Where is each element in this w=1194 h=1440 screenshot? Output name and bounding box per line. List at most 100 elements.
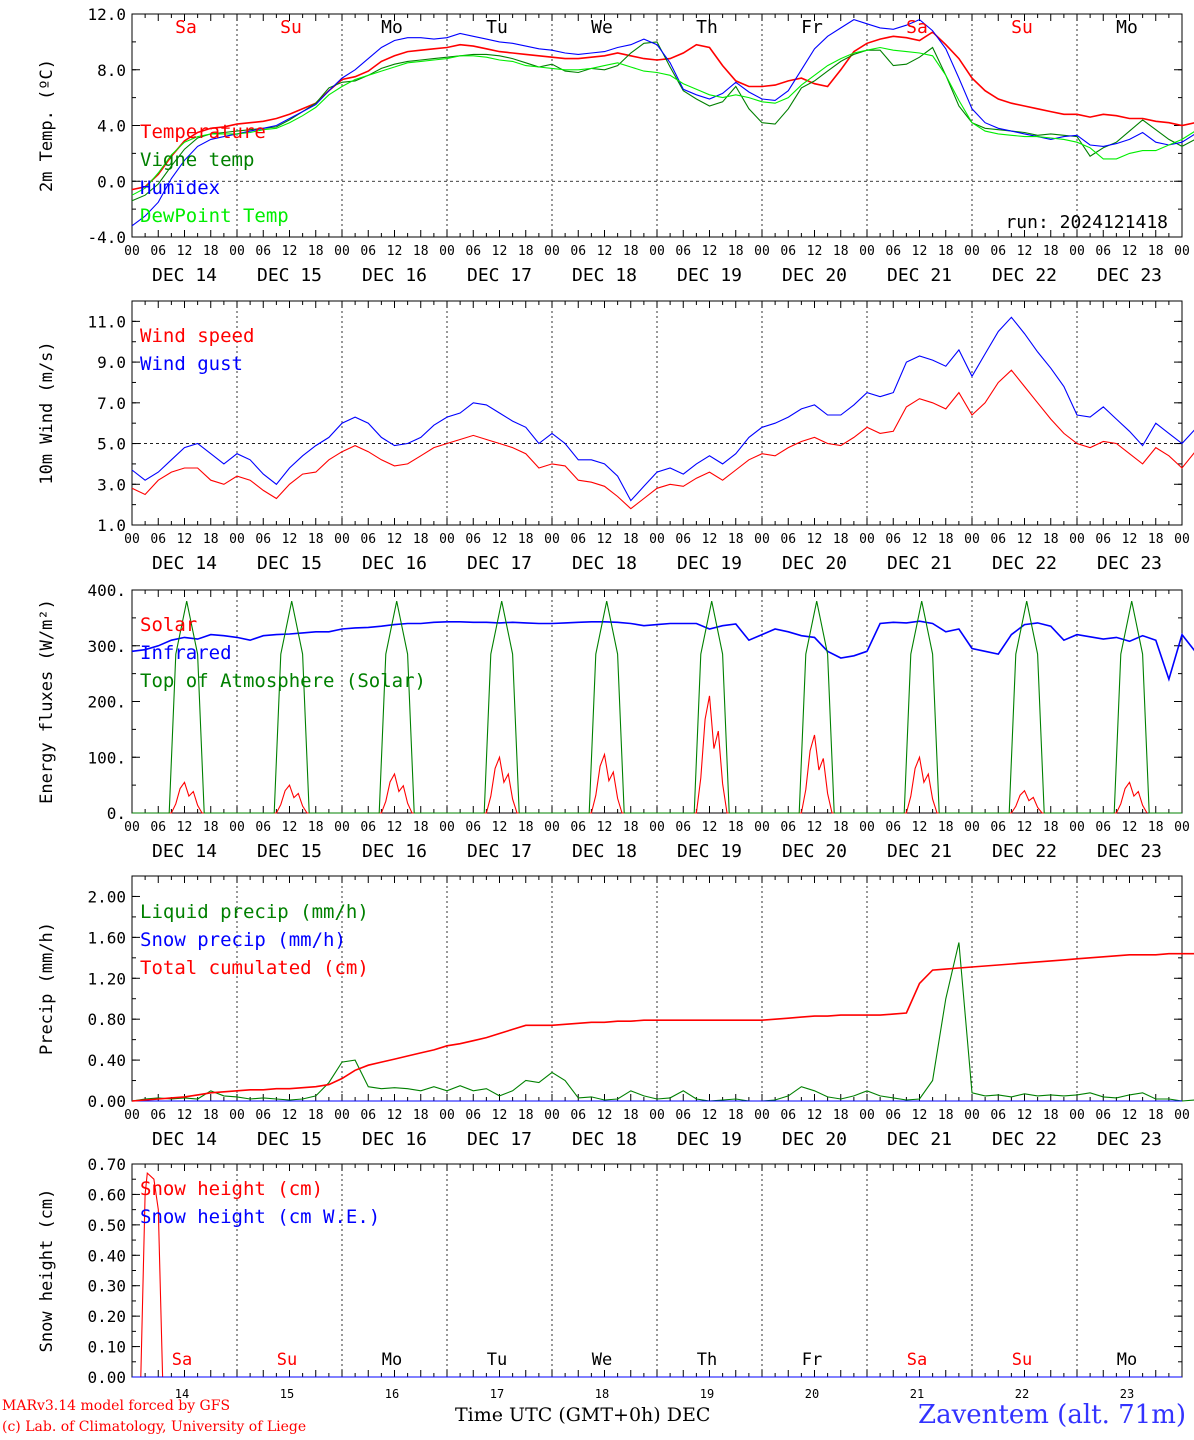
y-tick-label: 0.80 bbox=[87, 1010, 126, 1029]
x-hour-label: 18 bbox=[1043, 532, 1059, 547]
x-hour-label: 00 bbox=[334, 1108, 350, 1123]
station-name: Zaventem (alt. 71m) bbox=[918, 1400, 1186, 1430]
x-hour-label: 00 bbox=[229, 244, 245, 259]
x-hour-label: 12 bbox=[282, 1108, 298, 1123]
weekday-label: Sa bbox=[906, 17, 928, 38]
series-line-wind-speed bbox=[131, 369, 1194, 510]
series-line-top-of-atmosphere-solar- bbox=[132, 600, 1182, 814]
x-date-label: DEC 20 bbox=[782, 553, 847, 574]
x-hour-label: 00 bbox=[754, 244, 770, 259]
x-hour-label: 00 bbox=[544, 820, 560, 835]
x-hour-label: 18 bbox=[413, 244, 429, 259]
x-hour-label: 18 bbox=[938, 244, 954, 259]
x-date-label: DEC 17 bbox=[467, 841, 532, 862]
x-date-label: DEC 21 bbox=[887, 1129, 952, 1150]
weekday-label: Mo bbox=[1116, 17, 1138, 38]
x-hour-label: 06 bbox=[1095, 820, 1111, 835]
x-hour-label: 12 bbox=[597, 1108, 613, 1123]
series-line-wind-gust bbox=[131, 316, 1194, 502]
series-line-infrared bbox=[131, 620, 1194, 682]
x-date-label: DEC 19 bbox=[677, 265, 742, 286]
series-line-liquid-precip-mm-h- bbox=[131, 942, 1194, 1102]
x-hour-label: 12 bbox=[597, 244, 613, 259]
x-hour-label: 06 bbox=[255, 820, 271, 835]
legend-entry: Solar bbox=[140, 614, 197, 636]
day-number-label: 17 bbox=[490, 1387, 504, 1401]
y-axis-label: Snow height (cm) bbox=[37, 1189, 57, 1353]
y-tick-label: 9.0 bbox=[97, 353, 126, 372]
y-tick-label: 0.70 bbox=[87, 1155, 126, 1174]
legend-entry: Temperature bbox=[140, 121, 266, 143]
panel-5: 0.00 0.10 0.20 0.30 0.40 0.50 0.60 0.70 Snow hei… bbox=[37, 1155, 1183, 1401]
day-number-label: 21 bbox=[910, 1387, 924, 1401]
x-hour-label: 00 bbox=[754, 1108, 770, 1123]
x-date-label: DEC 16 bbox=[362, 265, 427, 286]
weekday-label: Su bbox=[1011, 17, 1033, 38]
x-hour-label: 00 bbox=[649, 532, 665, 547]
x-hour-label: 12 bbox=[177, 244, 193, 259]
x-date-label: DEC 15 bbox=[257, 553, 322, 574]
y-tick-label: 200. bbox=[87, 693, 126, 712]
x-axis-month: DEC bbox=[666, 1404, 711, 1426]
x-hour-label: 06 bbox=[360, 244, 376, 259]
x-date-label: DEC 22 bbox=[992, 841, 1057, 862]
x-hour-label: 00 bbox=[439, 820, 455, 835]
y-tick-label: 0.0 bbox=[97, 172, 126, 191]
x-hour-label: 18 bbox=[1148, 244, 1164, 259]
y-tick-label: 400. bbox=[87, 581, 126, 600]
x-hour-label: 18 bbox=[203, 244, 219, 259]
x-hour-label: 18 bbox=[203, 1108, 219, 1123]
x-hour-label: 06 bbox=[780, 1108, 796, 1123]
weekday-label: Su bbox=[1012, 1350, 1032, 1370]
x-hour-label: 06 bbox=[990, 820, 1006, 835]
x-hour-label: 12 bbox=[1122, 532, 1138, 547]
x-date-label: DEC 16 bbox=[362, 1129, 427, 1150]
day-number-label: 23 bbox=[1120, 1387, 1134, 1401]
x-hour-label: 18 bbox=[833, 244, 849, 259]
x-hour-label: 12 bbox=[492, 532, 508, 547]
weekday-label: Su bbox=[280, 17, 302, 38]
series-line-dewpoint-temp bbox=[131, 46, 1194, 196]
legend-entry: DewPoint Temp bbox=[140, 205, 289, 227]
x-hour-label: 06 bbox=[675, 820, 691, 835]
y-axis-label: Precip (mm/h) bbox=[37, 922, 57, 1055]
x-hour-label: 18 bbox=[623, 244, 639, 259]
x-date-label: DEC 20 bbox=[782, 1129, 847, 1150]
x-hour-label: 18 bbox=[518, 532, 534, 547]
x-hour-label: 12 bbox=[282, 244, 298, 259]
x-hour-label: 00 bbox=[859, 1108, 875, 1123]
weekday-label: Tu bbox=[486, 17, 508, 38]
x-hour-label: 00 bbox=[1174, 532, 1190, 547]
x-date-label: DEC 15 bbox=[257, 841, 322, 862]
day-number-label: 14 bbox=[175, 1387, 189, 1401]
series-line-solar bbox=[132, 695, 1148, 814]
x-hour-label: 00 bbox=[649, 244, 665, 259]
series-line-total-cumulated-cm- bbox=[131, 952, 1194, 1102]
run-annotation: run: 2024121418 bbox=[1005, 212, 1168, 233]
x-hour-label: 00 bbox=[859, 244, 875, 259]
day-number-label: 18 bbox=[595, 1387, 609, 1401]
x-hour-label: 12 bbox=[492, 1108, 508, 1123]
weekday-label: Tu bbox=[487, 1350, 507, 1370]
y-tick-label: 300. bbox=[87, 637, 126, 656]
x-hour-label: 00 bbox=[124, 820, 140, 835]
x-hour-label: 18 bbox=[518, 820, 534, 835]
x-date-label: DEC 21 bbox=[887, 265, 952, 286]
x-date-label: DEC 18 bbox=[572, 553, 637, 574]
x-hour-label: 06 bbox=[885, 1108, 901, 1123]
x-hour-label: 00 bbox=[649, 1108, 665, 1123]
x-hour-label: 18 bbox=[1148, 532, 1164, 547]
x-hour-label: 00 bbox=[439, 532, 455, 547]
x-hour-label: 06 bbox=[360, 1108, 376, 1123]
y-tick-label: 4.0 bbox=[97, 117, 126, 136]
x-hour-label: 06 bbox=[675, 1108, 691, 1123]
x-hour-label: 18 bbox=[413, 532, 429, 547]
x-date-label: DEC 21 bbox=[887, 841, 952, 862]
x-hour-label: 00 bbox=[334, 820, 350, 835]
x-date-label: DEC 18 bbox=[572, 265, 637, 286]
x-hour-label: 00 bbox=[964, 532, 980, 547]
model-credit: MARv3.14 model forced by GFS bbox=[2, 1398, 231, 1414]
x-date-label: DEC 23 bbox=[1097, 265, 1162, 286]
x-hour-label: 06 bbox=[150, 820, 166, 835]
x-date-label: DEC 18 bbox=[572, 841, 637, 862]
